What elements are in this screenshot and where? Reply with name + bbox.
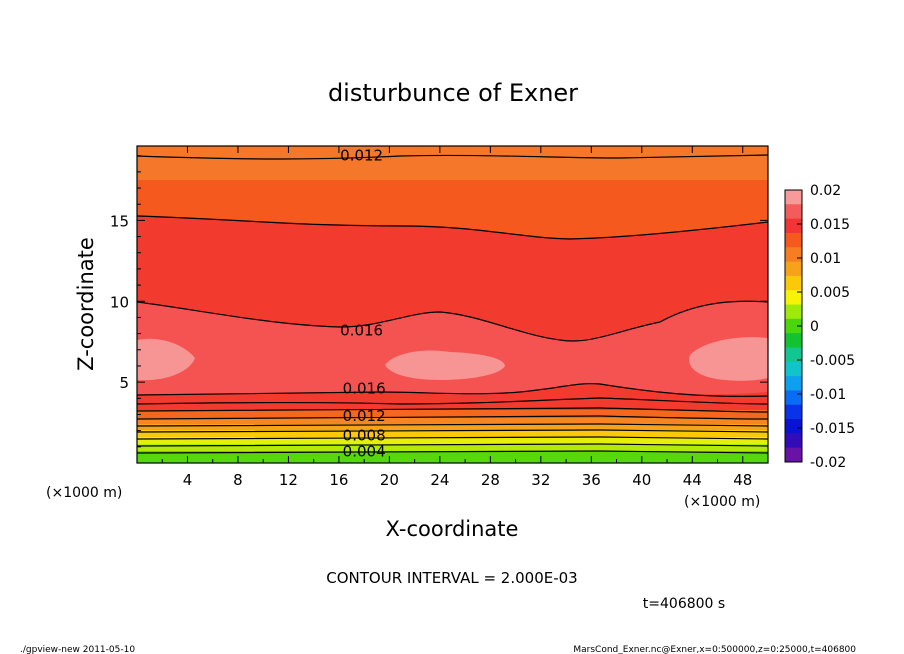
fill-band-002: [137, 444, 768, 451]
contour-label: 0.008: [343, 427, 386, 445]
colorbar-segment: [785, 361, 802, 377]
colorbar-tick-label: 0.01: [810, 251, 841, 267]
x-tick-label: 16: [329, 471, 348, 489]
contour-label: 0.016: [340, 321, 383, 339]
colorbar-segment: [785, 390, 802, 406]
x-unit-label-left: (×1000 m): [46, 485, 122, 501]
y-tick-label: 5: [119, 374, 129, 392]
colorbar-tick-label: 0: [810, 319, 819, 335]
contour-line-0002: [137, 443, 768, 447]
fill-band-020-center: [385, 350, 505, 380]
footer-left: ./gpview-new 2011-05-10: [20, 645, 135, 654]
contour-line-0014-lower: [137, 397, 768, 405]
colorbar-segment: [785, 333, 802, 348]
colorbar-segment: [785, 232, 802, 248]
x-tick-label: 40: [632, 471, 651, 489]
colorbar-tick-label: -0.015: [810, 421, 855, 437]
x-tick-label: 28: [481, 471, 500, 489]
x-tick-label: 48: [733, 471, 752, 489]
colorbar-segment: [785, 376, 802, 391]
x-tick-label: 20: [380, 471, 399, 489]
colorbar-segment: [785, 318, 802, 334]
colorbar-segment: [785, 304, 802, 320]
chart-title: disturbunce of Exner: [328, 79, 578, 107]
x-tick-label: 44: [683, 471, 702, 489]
fill-band-020-right: [689, 337, 768, 381]
colorbar-segment: [785, 433, 802, 449]
fill-band-000: [137, 451, 768, 463]
colorbar-segment: [785, 275, 802, 291]
fill-band-006: [137, 430, 768, 437]
y-tick-label: 10: [110, 293, 129, 311]
fill-band-020-left: [137, 338, 195, 381]
colorbar-segment: [785, 419, 802, 434]
contour-label: 0.012: [343, 407, 386, 425]
colorbar-segment: [785, 204, 802, 220]
fill-band-010: [137, 418, 768, 424]
contour-interval-text: CONTOUR INTERVAL = 2.000E-03: [326, 569, 577, 587]
fill-band-008: [137, 424, 768, 430]
x-tick-label: 32: [531, 471, 550, 489]
contour-line-0004: [137, 436, 768, 440]
contour-lines: [137, 154, 768, 454]
contour-line-0014: [137, 215, 768, 240]
y-axis-ticks: 5 10 15: [110, 155, 768, 448]
contour-label: 0.016: [343, 380, 386, 398]
colorbar-segment: [785, 290, 802, 306]
colorbar-segment: [785, 190, 802, 205]
fill-band-012: [137, 410, 768, 418]
x-tick-label: 8: [233, 471, 243, 489]
contour-line-0000: [137, 450, 768, 454]
colorbar-tick-label: 0.005: [810, 285, 850, 301]
contour-line-0012-lower: [137, 407, 768, 413]
x-tick-label: 36: [582, 471, 601, 489]
colorbar-segment: [785, 247, 802, 263]
colorbar-tick-label: 0.015: [810, 217, 850, 233]
y-tick-label: 15: [110, 212, 129, 230]
colorbar-segment: [785, 261, 802, 277]
colorbar-segment: [785, 447, 802, 463]
colorbar-segment: [785, 218, 802, 234]
x-tick-label: 4: [183, 471, 193, 489]
footer-right: MarsCond_Exner.nc@Exner,x=0:500000,z=0:2…: [573, 645, 856, 654]
y-axis-title: Z-coordinate: [74, 237, 98, 371]
contour-line-0010: [137, 415, 768, 420]
contour-line-0016-upper: [137, 300, 768, 342]
contour-line-0012-top: [137, 154, 768, 160]
x-unit-label-right: (×1000 m): [684, 494, 760, 510]
colorbar-tick-label: 0.02: [810, 183, 841, 199]
colorbar-segment: [785, 347, 802, 363]
x-tick-label: 24: [430, 471, 449, 489]
colorbar-tick-label: -0.005: [810, 353, 855, 369]
colorbar-tick-label: -0.01: [810, 387, 846, 403]
contour-label: 0.012: [340, 147, 383, 165]
contour-label: 0.004: [343, 443, 386, 461]
contour-line-0016-lower: [137, 383, 768, 397]
contour-line-0006: [137, 429, 768, 433]
x-axis-ticks: 4 8 12 16 20 24 28 32 36 40 44 48: [161, 146, 752, 489]
contour-line-0008: [137, 423, 768, 427]
colorbar-segment: [785, 404, 802, 420]
time-stamp-text: t=406800 s: [643, 596, 725, 612]
x-axis-title: X-coordinate: [386, 517, 519, 541]
fill-band-004: [137, 437, 768, 444]
x-tick-label: 12: [279, 471, 298, 489]
colorbar: 0.02 0.015 0.01 0.005 0 -0.005 -0.01 -0.015 -0.0…: [784, 183, 855, 471]
plot-frame: [136, 145, 769, 464]
colorbar-tick-label: -0.02: [810, 455, 846, 471]
